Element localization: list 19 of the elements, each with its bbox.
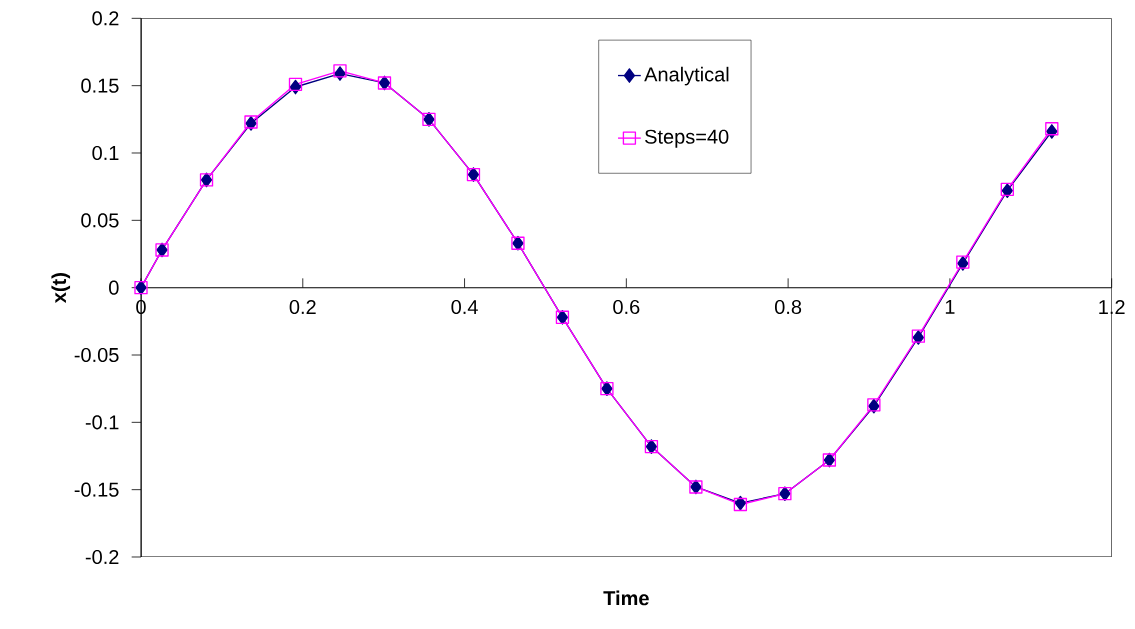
x-axis-title: Time	[603, 590, 649, 606]
y-tick-label: 0.2	[92, 11, 119, 26]
x-tick-label: 1	[945, 299, 955, 314]
y-axis-title: x(t)	[51, 273, 71, 304]
x-tick-label: 0.8	[774, 299, 802, 315]
point	[288, 77, 303, 91]
legend-label: Steps=40	[645, 129, 729, 148]
y-tick-label: 0.1	[92, 145, 119, 161]
y-tick-label: -0.15	[74, 482, 119, 497]
legend-label: Analytical	[644, 66, 729, 86]
x-tick-label: 0.2	[289, 299, 316, 315]
y-tick-label: -0.2	[85, 549, 119, 565]
y-tick-label: -0.1	[85, 415, 119, 430]
x-tick-label: 0.4	[451, 299, 478, 315]
y-tick-label: 0.05	[81, 213, 119, 228]
y-tick-label: 0.15	[81, 78, 119, 93]
y-tick-label: -0.05	[74, 347, 119, 363]
x-tick-label: 0.6	[613, 299, 640, 315]
y-tick-label: 0	[109, 280, 119, 295]
